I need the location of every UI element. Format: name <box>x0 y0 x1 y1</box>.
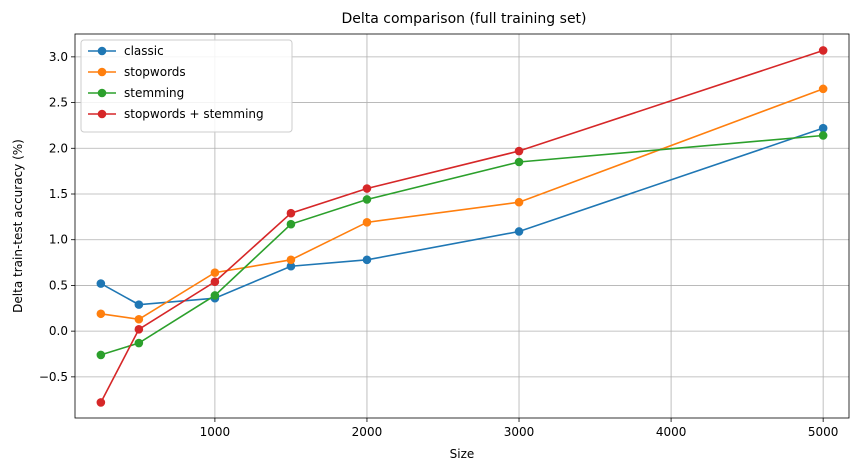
legend-label: stemming <box>124 86 184 100</box>
legend: classic stopwords stemming stopwords + stem… <box>80 39 293 133</box>
data-point <box>514 197 524 207</box>
legend-label: stopwords + stemming <box>124 107 264 121</box>
y-tick-label: 0.0 <box>49 324 68 338</box>
series-classic <box>96 123 828 309</box>
data-point <box>96 350 106 360</box>
chart-title: Delta comparison (full training set) <box>341 11 586 27</box>
data-point <box>134 338 144 348</box>
data-point <box>514 227 524 236</box>
legend-item: stopwords <box>88 65 186 79</box>
series-stemming <box>96 131 828 360</box>
data-point <box>818 46 828 55</box>
data-point <box>362 184 372 193</box>
data-point <box>210 291 220 300</box>
data-point <box>818 84 828 94</box>
legend-label: classic <box>124 44 164 58</box>
y-tick-label: −0.5 <box>39 370 68 384</box>
series-stopwords <box>96 84 828 324</box>
data-point <box>286 261 296 271</box>
data-point <box>134 325 144 334</box>
data-point <box>96 398 106 407</box>
plot-frame <box>74 33 850 419</box>
x-tick-label: 4000 <box>656 425 687 439</box>
legend-marker <box>97 46 107 56</box>
y-tick-label: 2.5 <box>49 96 68 110</box>
legend-marker <box>97 88 107 98</box>
data-point <box>96 309 106 319</box>
x-tick-label: 2000 <box>352 425 383 439</box>
legend-label: stopwords <box>124 65 186 79</box>
data-point <box>818 131 828 140</box>
y-tick-label: 2.0 <box>49 141 68 155</box>
x-axis-label: Size <box>450 447 475 461</box>
series-layer <box>96 46 828 407</box>
data-point <box>818 123 828 133</box>
data-point <box>210 277 220 287</box>
legend-item: stemming <box>88 86 184 100</box>
data-point <box>134 300 144 309</box>
data-point <box>134 314 144 324</box>
legend-marker <box>97 67 107 77</box>
y-tick-label: 1.0 <box>49 233 68 247</box>
data-point <box>514 146 524 156</box>
y-tick-label: 0.5 <box>49 278 68 292</box>
x-tick-label: 1000 <box>200 425 231 439</box>
legend-box <box>80 39 293 133</box>
legend-marker <box>97 109 107 119</box>
data-point <box>286 208 296 218</box>
data-point <box>362 218 372 227</box>
x-tick-label: 3000 <box>504 425 535 439</box>
legend-item: classic <box>88 44 164 58</box>
legend-item: stopwords + stemming <box>88 107 264 121</box>
x-tick-label: 5000 <box>808 425 839 439</box>
y-axis-label: Delta train-test accuracy (%) <box>11 139 25 313</box>
series-stopwords-stemming <box>96 46 828 407</box>
y-tick-label: 3.0 <box>49 50 68 64</box>
data-point <box>362 195 372 204</box>
data-point <box>286 219 296 229</box>
data-point <box>286 255 296 265</box>
data-point <box>514 157 524 167</box>
data-point <box>210 268 220 277</box>
ticks: 1000 2000 3000 4000 5000 −0.5 0.0 0.5 1.0 1.5 2.0 2… <box>39 50 839 439</box>
grid <box>75 34 849 418</box>
y-tick-label: 1.5 <box>49 187 68 201</box>
data-point <box>362 255 372 265</box>
data-point <box>96 279 106 288</box>
